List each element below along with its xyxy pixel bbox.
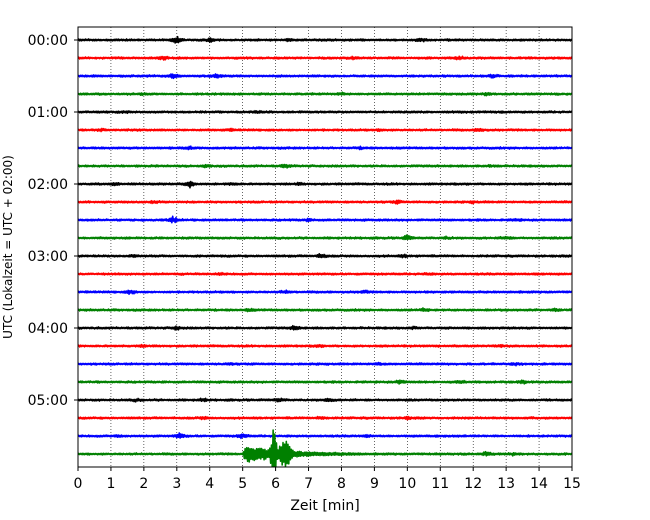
y-axis: 00:00 01:00 02:00 03:00 04:00 05:00 — [28, 33, 78, 409]
trace-0230 — [78, 215, 572, 224]
trace-0430 — [78, 361, 572, 367]
x-tick-label: 2 — [139, 476, 148, 492]
plot-area — [78, 27, 572, 467]
x-tick-label: 11 — [431, 476, 449, 492]
x-tick-label: 3 — [172, 476, 181, 492]
trace-0115 — [78, 127, 572, 133]
x-axis: 0 1 2 3 4 5 6 7 8 9 10 11 12 13 14 15 — [74, 467, 581, 492]
y-tick-label: 00:00 — [28, 33, 68, 49]
x-tick-label: 0 — [74, 476, 83, 492]
trace-0545 — [78, 429, 572, 467]
trace-0130 — [78, 145, 572, 151]
trace-0300 — [78, 252, 572, 259]
trace-0515 — [78, 415, 572, 421]
x-grid — [110, 27, 540, 467]
x-tick-label: 1 — [106, 476, 115, 492]
y-tick-label: 03:00 — [28, 249, 68, 265]
x-tick-label: 15 — [563, 476, 581, 492]
trace-0045 — [78, 91, 572, 97]
y-tick-label: 05:00 — [28, 393, 68, 409]
y-axis-title: UTC (Lokalzeit = UTC + 02:00) — [1, 155, 15, 339]
plot-frame — [77, 26, 573, 468]
y-tick-label: 02:00 — [28, 177, 68, 193]
trace-0400 — [78, 324, 572, 331]
trace-0215 — [78, 199, 572, 205]
y-tick-label: 04:00 — [28, 321, 68, 337]
x-tick-label: 4 — [205, 476, 214, 492]
trace-0245 — [78, 234, 572, 241]
x-tick-label: 9 — [370, 476, 379, 492]
trace-0500 — [78, 397, 572, 403]
trace-0330 — [78, 289, 572, 296]
x-tick-label: 5 — [238, 476, 247, 492]
trace-0015 — [78, 55, 572, 61]
trace-0345 — [78, 307, 572, 313]
trace-0030 — [78, 73, 572, 80]
x-tick-label: 13 — [497, 476, 515, 492]
x-axis-title: Zeit [min] — [290, 498, 359, 514]
x-tick-label: 8 — [337, 476, 346, 492]
y-tick-label: 01:00 — [28, 105, 68, 121]
x-tick-label: 12 — [464, 476, 482, 492]
trace-0445 — [78, 379, 572, 385]
trace-0315 — [78, 271, 572, 276]
trace-0100 — [78, 109, 572, 115]
x-tick-label: 14 — [530, 476, 548, 492]
trace-0200 — [78, 180, 572, 189]
trace-0415 — [78, 343, 572, 349]
x-tick-label: 6 — [271, 476, 280, 492]
x-tick-label: 10 — [398, 476, 416, 492]
trace-layer — [78, 35, 572, 467]
trace-0145 — [78, 163, 572, 169]
trace-0000 — [78, 35, 572, 44]
x-tick-label: 7 — [304, 476, 313, 492]
trace-0530 — [78, 432, 572, 440]
